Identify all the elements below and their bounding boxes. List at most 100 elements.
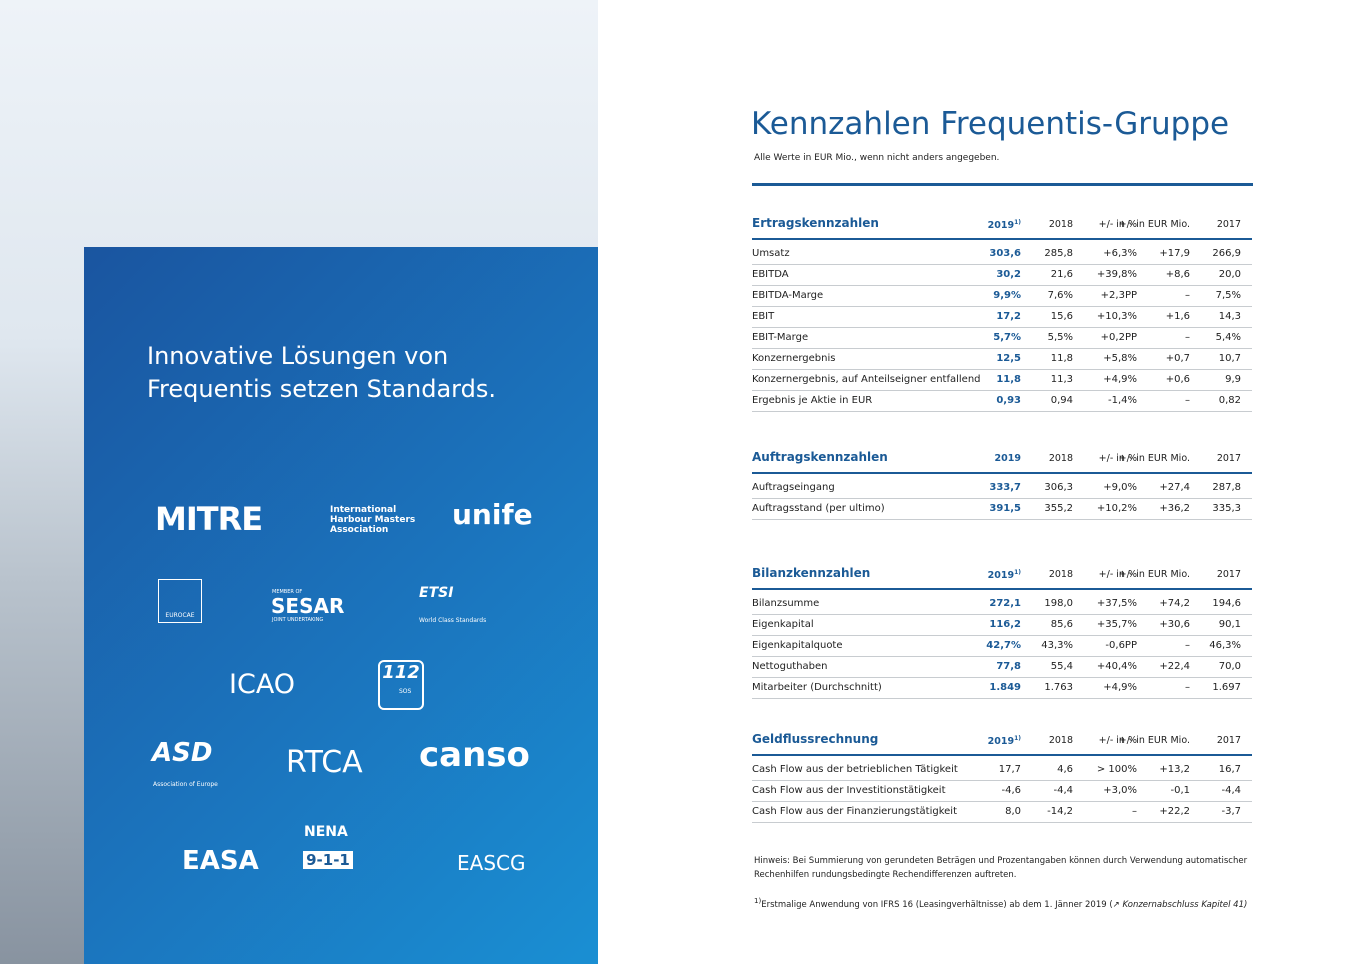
cell-value: 5,5% [1047, 332, 1073, 343]
cell-value: 1.763 [1044, 682, 1073, 693]
column-header-text: +/- in % [1098, 569, 1137, 580]
cell-value: +8,6 [1165, 269, 1190, 280]
logo: MITRE [155, 500, 263, 538]
section-title: Auftragskennzahlen [752, 450, 888, 464]
row-label: Auftragsstand (per ultimo) [752, 503, 885, 514]
logo: World Class Standards [419, 617, 487, 624]
footnote-link[interactable]: Konzernabschluss Kapitel 41) [1122, 899, 1248, 910]
cell-value: 116,2 [989, 619, 1021, 630]
column-header: +/- in EUR Mio. [1119, 453, 1190, 464]
column-header-text: 2017 [1216, 453, 1241, 464]
table-row: Ergebnis je Aktie in EUR 0,93 0,94 -1,4% – 0,… [752, 391, 1252, 412]
cell-value: 4,6 [1057, 764, 1073, 775]
cell-value: +0,7 [1165, 353, 1190, 364]
cell-value: 287,8 [1212, 482, 1241, 493]
logo: 112 [378, 660, 424, 710]
row-label: Cash Flow aus der Finanzierungstätigkeit [752, 806, 957, 817]
cell-value: – [1185, 395, 1190, 406]
cell-value: 355,2 [1044, 503, 1073, 514]
cell-value: > 100% [1096, 764, 1137, 775]
column-header: +/- in % [1099, 219, 1137, 230]
column-header-text: +/- in % [1098, 219, 1137, 230]
blue-panel [84, 247, 598, 964]
cell-value: – [1185, 640, 1190, 651]
table-section: Auftragskennzahlen 2019 2018 +/- in % +/- in… [752, 450, 1252, 520]
cell-value: +3,0% [1103, 785, 1137, 796]
cell-value: 14,3 [1218, 311, 1241, 322]
row-label: Ergebnis je Aktie in EUR [752, 395, 873, 406]
row-label: EBIT-Marge [752, 332, 809, 343]
row-label: Eigenkapitalquote [752, 640, 843, 651]
cell-value: +9,0% [1103, 482, 1137, 493]
logo: ETSI [419, 585, 454, 601]
cell-value: -4,4 [1053, 785, 1073, 796]
table-section: Bilanzkennzahlen 20191) 2018 +/- in % +/- in… [752, 566, 1252, 699]
logo: NENA [304, 824, 348, 840]
cell-value: +22,4 [1159, 661, 1190, 672]
table-row: Konzernergebnis 12,5 11,8 +5,8% +0,7 10,7 [752, 349, 1252, 370]
section-title: Ertragskennzahlen [752, 216, 879, 230]
header-row: Auftragskennzahlen 2019 2018 +/- in % +/- in… [752, 450, 1252, 474]
column-header-text: +/- in % [1098, 453, 1137, 464]
column-header-text: +/- in EUR Mio. [1118, 453, 1190, 464]
column-header-text: 2019 [994, 453, 1021, 464]
cell-value: +74,2 [1159, 598, 1190, 609]
column-header: 20191) [988, 735, 1021, 747]
cell-value: 0,93 [996, 395, 1021, 406]
headline: Innovative Lösungen von Frequentis setzen… [147, 340, 496, 406]
table-row: Umsatz 303,6 285,8 +6,3% +17,9 266,9 [752, 244, 1252, 265]
cell-value: 194,6 [1212, 598, 1241, 609]
cell-value: -3,7 [1221, 806, 1241, 817]
logo: unife [452, 498, 533, 531]
cell-value: 85,6 [1050, 619, 1073, 630]
cell-value: +6,3% [1103, 248, 1137, 259]
section-title: Geldflussrechnung [752, 732, 879, 746]
cell-value: +13,2 [1159, 764, 1190, 775]
footnote-mark: 1) [1014, 569, 1021, 576]
logo: 9-1-1 [303, 851, 353, 869]
row-label: Mitarbeiter (Durchschnitt) [752, 682, 882, 693]
header-row: Ertragskennzahlen 20191) 2018 +/- in % +/- i… [752, 216, 1252, 240]
cell-value: 1.849 [989, 682, 1021, 693]
column-header-text: +/- in EUR Mio. [1118, 219, 1190, 230]
logo: EASA [182, 846, 259, 876]
logo: International Harbour Masters Associatio… [330, 505, 416, 535]
footnote-mark: 1) [1014, 735, 1021, 742]
row-label: Konzernergebnis [752, 353, 836, 364]
table-row: EBIT-Marge 5,7% 5,5% +0,2PP – 5,4% [752, 328, 1252, 349]
table-row: Bilanzsumme 272,1 198,0 +37,5% +74,2 194,6 [752, 594, 1252, 615]
row-label: Auftragseingang [752, 482, 835, 493]
row-label: EBITDA-Marge [752, 290, 824, 301]
cell-value: +35,7% [1096, 619, 1137, 630]
logo: RTCA [286, 745, 363, 780]
logo: canso [419, 735, 530, 775]
table-row: Mitarbeiter (Durchschnitt) 1.849 1.763 +4,9… [752, 678, 1252, 699]
cell-value: 10,7 [1218, 353, 1241, 364]
cell-value: – [1132, 806, 1137, 817]
cell-value: 11,3 [1050, 374, 1073, 385]
logo: SESAR [271, 594, 345, 618]
column-header: 2018 [1049, 219, 1073, 230]
table-section: Geldflussrechnung 20191) 2018 +/- in % +/- i… [752, 732, 1252, 823]
table-row: Auftragsstand (per ultimo) 391,5 355,2 +10,… [752, 499, 1252, 520]
divider [752, 183, 1253, 186]
cell-value: +4,9% [1103, 374, 1137, 385]
cell-value: +5,8% [1103, 353, 1137, 364]
title: Kennzahlen Frequentis-Gruppe [751, 106, 1230, 142]
headline-line: Innovative Lösungen von [147, 342, 449, 370]
cell-value: 90,1 [1218, 619, 1241, 630]
section-title: Bilanzkennzahlen [752, 566, 871, 580]
logo: ICAO [229, 669, 296, 700]
cell-value: +1,6 [1165, 311, 1190, 322]
row-label: EBITDA [752, 269, 789, 280]
cell-value: 17,2 [996, 311, 1021, 322]
cell-value: 5,7% [993, 332, 1021, 343]
cell-value: 9,9% [993, 290, 1021, 301]
cell-value: 55,4 [1050, 661, 1073, 672]
cell-value: 12,5 [996, 353, 1021, 364]
column-header: +/- in EUR Mio. [1119, 219, 1190, 230]
cell-value: 285,8 [1044, 248, 1073, 259]
cell-value: +0,6 [1165, 374, 1190, 385]
cell-value: +10,2% [1096, 503, 1137, 514]
cell-value: -1,4% [1107, 395, 1137, 406]
